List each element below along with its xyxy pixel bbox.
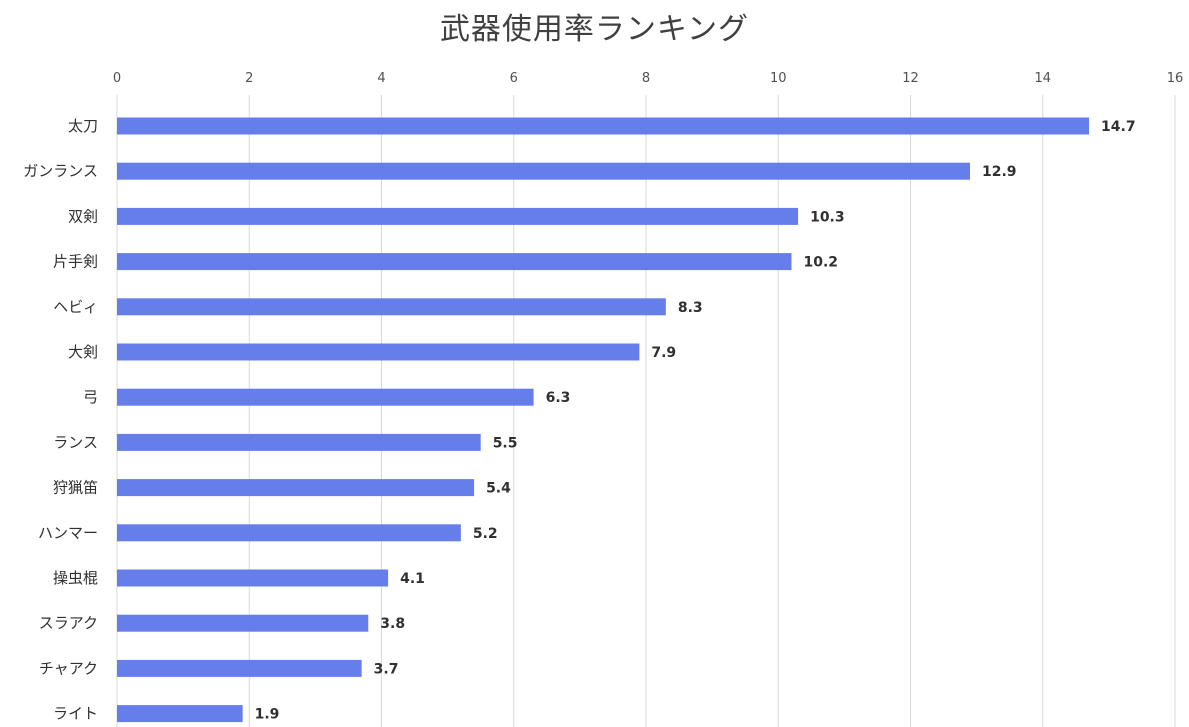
x-tick-label: 12 [902, 71, 919, 86]
bar [117, 705, 243, 723]
bar [117, 388, 534, 406]
category-label: ガンランス [23, 162, 98, 180]
data-label: 7.9 [651, 345, 676, 361]
data-label: 12.9 [982, 164, 1017, 180]
bar [117, 479, 475, 497]
category-label: ライト [53, 705, 98, 723]
data-label: 5.5 [493, 435, 518, 451]
bars [117, 117, 1090, 723]
category-label: 太刀 [68, 117, 98, 135]
category-label: 狩猟笛 [53, 479, 98, 497]
bar [117, 433, 481, 451]
category-label: 弓 [83, 388, 98, 406]
data-label: 5.2 [473, 526, 498, 542]
category-label: チャアク [39, 659, 98, 677]
category-label: スラアク [39, 614, 98, 632]
data-label: 4.1 [400, 571, 425, 587]
category-labels: 太刀ガンランス双剣片手剣ヘビィ大剣弓ランス狩猟笛ハンマー操虫棍スラアクチャアクラ… [23, 117, 98, 723]
x-tick-label: 0 [113, 71, 121, 86]
bar [117, 253, 792, 271]
category-label: ヘビィ [53, 298, 98, 316]
data-label: 1.9 [255, 707, 280, 723]
x-tick-label: 4 [377, 71, 385, 86]
x-tick-labels: 0 2 4 6 8 10 12 14 16 [113, 71, 1183, 86]
x-tick-label: 2 [245, 71, 253, 86]
data-label: 10.2 [803, 255, 838, 271]
category-label: 片手剣 [53, 253, 98, 271]
x-tick-label: 16 [1167, 71, 1184, 86]
bar [117, 659, 362, 677]
category-label: 操虫棍 [53, 569, 98, 587]
data-labels: 14.7 12.9 10.3 10.2 8.3 7.9 6.3 5.5 5.4 5.2 4.1 3.8… [255, 119, 1136, 723]
bar [117, 524, 461, 542]
category-label: ランス [53, 433, 98, 451]
data-label: 6.3 [546, 390, 571, 406]
category-label: ハンマー [38, 524, 98, 542]
bar [117, 207, 799, 225]
bar [117, 614, 369, 632]
chart-title: 武器使用率ランキング [439, 12, 750, 47]
data-label: 8.3 [678, 300, 703, 316]
category-label: 双剣 [68, 207, 98, 225]
grid-layer [116, 95, 1176, 727]
data-label: 3.7 [374, 661, 399, 677]
data-label: 3.8 [380, 616, 405, 632]
data-label: 10.3 [810, 209, 845, 225]
x-tick-label: 10 [770, 71, 787, 86]
x-tick-label: 8 [642, 71, 650, 86]
bar [117, 117, 1090, 135]
data-label: 5.4 [486, 481, 511, 497]
data-label: 14.7 [1101, 119, 1136, 135]
bar [117, 298, 666, 316]
x-tick-label: 6 [510, 71, 518, 86]
bar [117, 343, 640, 361]
bar [117, 569, 389, 587]
category-label: 大剣 [68, 343, 98, 361]
x-tick-label: 14 [1034, 71, 1051, 86]
bar [117, 162, 971, 180]
